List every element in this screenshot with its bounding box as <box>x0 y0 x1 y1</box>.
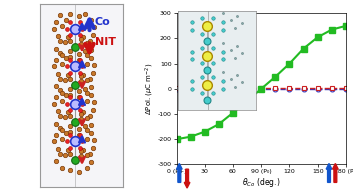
$P_y$ <box>301 87 306 89</box>
$P_x$ <box>273 88 277 90</box>
$P_y$ <box>174 87 179 89</box>
Line: $P_z$: $P_z$ <box>174 23 349 142</box>
$P_z$ <box>231 112 235 114</box>
$P_x$ <box>203 88 207 90</box>
$P_x$ <box>245 88 249 90</box>
Legend: $P_x$, $P_y$, $P_z$: $P_x$, $P_y$, $P_z$ <box>178 15 201 51</box>
Line: $P_x$: $P_x$ <box>174 86 348 91</box>
$P_y$ <box>273 87 277 89</box>
$P_z$ <box>287 63 292 65</box>
$P_z$ <box>217 123 221 125</box>
$P_x$ <box>231 88 235 90</box>
X-axis label: $\theta_{Co}$ (deg.): $\theta_{Co}$ (deg.) <box>242 176 280 189</box>
$P_x$ <box>259 88 263 90</box>
$P_y$ <box>330 87 334 89</box>
$P_z$ <box>344 25 348 27</box>
$P_y$ <box>344 87 348 89</box>
$P_y$ <box>287 87 292 89</box>
$P_z$ <box>259 88 263 90</box>
$P_y$ <box>245 87 249 89</box>
$P_z$ <box>301 47 306 50</box>
$P_y$ <box>259 87 263 89</box>
$P_y$ <box>203 87 207 89</box>
$P_x$ <box>174 88 179 90</box>
$P_x$ <box>330 88 334 90</box>
Y-axis label: $\Delta$Pol. ($\mu$C m$^{-2}$): $\Delta$Pol. ($\mu$C m$^{-2}$) <box>144 63 156 115</box>
$P_z$ <box>316 36 320 38</box>
$P_z$ <box>330 29 334 31</box>
Text: NIT: NIT <box>95 37 115 47</box>
$P_x$ <box>217 88 221 90</box>
$P_x$ <box>316 88 320 90</box>
Line: $P_y$: $P_y$ <box>174 86 348 91</box>
Text: Co: Co <box>95 17 110 27</box>
$P_y$ <box>316 87 320 89</box>
$P_y$ <box>189 87 193 89</box>
$P_z$ <box>245 100 249 102</box>
$P_x$ <box>301 88 306 90</box>
$P_x$ <box>287 88 292 90</box>
$P_z$ <box>203 131 207 133</box>
$P_z$ <box>273 76 277 78</box>
$P_x$ <box>189 88 193 90</box>
$P_z$ <box>174 138 179 140</box>
$P_y$ <box>217 87 221 89</box>
$P_y$ <box>231 87 235 89</box>
$P_x$ <box>344 88 348 90</box>
$P_z$ <box>189 136 193 138</box>
